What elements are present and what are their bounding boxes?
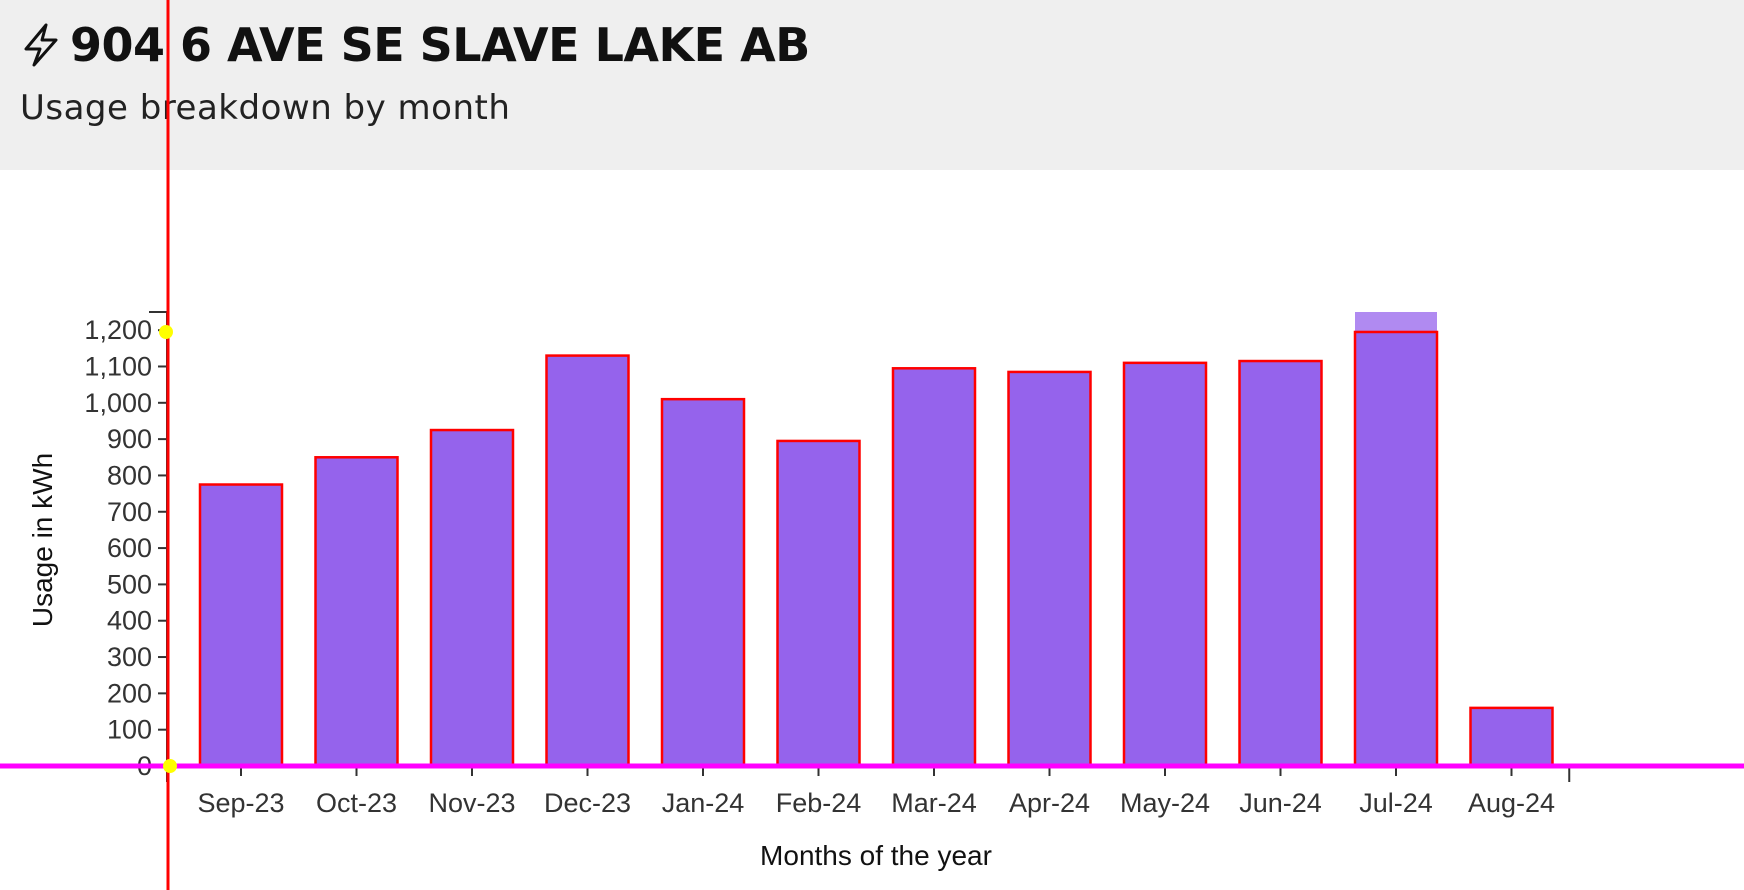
y-tick-label: 1,000 <box>84 388 152 418</box>
header-panel: 904 6 AVE SE SLAVE LAKE AB Usage breakdo… <box>0 0 1744 170</box>
x-tick-label: Dec-23 <box>544 788 631 818</box>
title-row: 904 6 AVE SE SLAVE LAKE AB <box>20 18 810 72</box>
bar[interactable] <box>1353 330 1439 768</box>
x-tick-label: Jan-24 <box>662 788 745 818</box>
page-title: 904 6 AVE SE SLAVE LAKE AB <box>70 18 810 72</box>
x-axis: Sep-23 Oct-23 Nov-23 Dec-23 Jan-24 Feb-24 Mar-… <box>167 765 1571 818</box>
x-axis-title: Months of the year <box>760 840 992 871</box>
y-axis-title: Usage in kWh <box>27 453 58 627</box>
y-tick-label: 400 <box>107 606 152 636</box>
y-tick-label: 700 <box>107 497 152 527</box>
y-tick-label: 900 <box>107 424 152 454</box>
bars-group <box>198 312 1554 768</box>
bar[interactable] <box>429 428 515 768</box>
y-tick-label: 1,100 <box>84 351 152 381</box>
y-axis: 01002003004005006007008009001,0001,1001,… <box>84 311 168 782</box>
x-tick-label: Apr-24 <box>1009 788 1090 818</box>
bar[interactable] <box>776 439 861 768</box>
x-tick-label: Feb-24 <box>776 788 862 818</box>
bar[interactable] <box>1238 359 1323 768</box>
y-tick-label: 100 <box>107 715 152 745</box>
lightning-bolt-icon <box>20 22 62 68</box>
bar[interactable] <box>545 354 630 768</box>
y-tick-label: 600 <box>107 533 152 563</box>
bar[interactable] <box>314 456 399 768</box>
bar[interactable] <box>660 397 746 768</box>
x-tick-label: May-24 <box>1120 788 1210 818</box>
y-tick-label: 200 <box>107 678 152 708</box>
x-tick-label: Oct-23 <box>316 788 397 818</box>
x-tick-label: Jun-24 <box>1239 788 1322 818</box>
x-tick-label: Jul-24 <box>1359 788 1433 818</box>
bar[interactable] <box>198 483 284 768</box>
x-tick-label: Sep-23 <box>197 788 284 818</box>
bar[interactable] <box>891 367 977 768</box>
x-tick-label: Aug-24 <box>1468 788 1555 818</box>
marker-point <box>159 325 173 339</box>
x-tick-label: Mar-24 <box>891 788 977 818</box>
page-subtitle: Usage breakdown by month <box>20 88 511 128</box>
y-tick-label: 1,200 <box>84 315 152 345</box>
y-tick-label: 500 <box>107 569 152 599</box>
marker-point <box>163 759 177 773</box>
y-tick-label: 300 <box>107 642 152 672</box>
x-tick-label: Nov-23 <box>428 788 515 818</box>
bar[interactable] <box>1122 361 1208 768</box>
y-tick-label: 800 <box>107 460 152 490</box>
bar[interactable] <box>1007 370 1092 768</box>
bar[interactable] <box>1469 706 1554 768</box>
